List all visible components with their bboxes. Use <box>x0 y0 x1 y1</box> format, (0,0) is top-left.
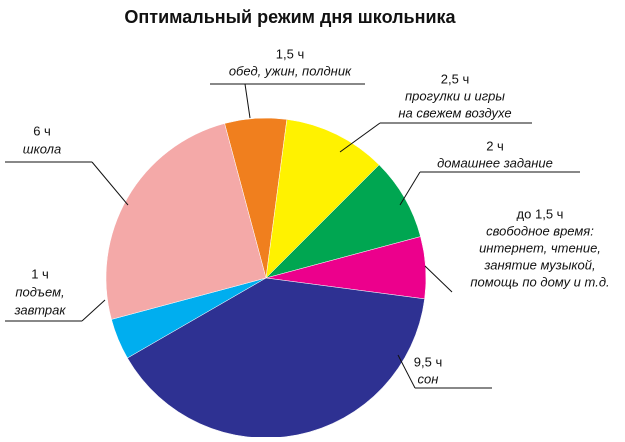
chart-title: Оптимальный режим дня школьника <box>124 7 456 27</box>
value-label: 6 ч <box>33 123 51 138</box>
value-label: 9,5 ч <box>414 354 442 369</box>
value-label: 2,5 ч <box>441 71 469 86</box>
chart: Оптимальный режим дня школьника 1,5 ч обе… <box>0 0 625 437</box>
leader-line <box>82 300 105 321</box>
slice-label: школа <box>23 141 61 156</box>
slice-label: подъем, <box>15 284 64 299</box>
value-label: до 1,5 ч <box>517 206 564 221</box>
slice-label: помощь по дому и т.д. <box>470 274 609 289</box>
slice-label: сон <box>418 371 439 386</box>
leader-line <box>245 84 250 118</box>
slice-label: занятие музыкой, <box>483 257 595 272</box>
slice-label: завтрак <box>13 302 66 317</box>
leader-line <box>400 172 420 205</box>
leader-line <box>425 266 452 292</box>
value-label: 1,5 ч <box>276 46 304 61</box>
leader-line <box>398 355 415 388</box>
slice-label: прогулки и игры <box>405 88 505 103</box>
leader-line <box>340 123 380 152</box>
slice-label: домашнее задание <box>437 155 553 170</box>
slice-label: на свежем воздухе <box>398 105 511 120</box>
slice-label: обед, ужин, полдник <box>229 63 352 78</box>
leader-line <box>92 162 128 205</box>
value-label: 2 ч <box>486 138 504 153</box>
slice-label: свободное время: <box>486 223 594 238</box>
value-label: 1 ч <box>31 266 49 281</box>
slice-label: интернет, чтение, <box>479 240 601 255</box>
